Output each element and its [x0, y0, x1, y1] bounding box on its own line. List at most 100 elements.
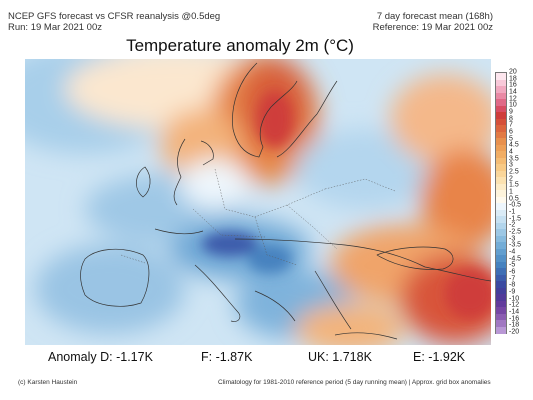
- colorbar-step: [496, 255, 506, 262]
- climatology-note: Climatology for 1981-2010 reference peri…: [218, 379, 491, 386]
- colorbar-step: [496, 229, 506, 236]
- colorbar-step: [496, 287, 506, 295]
- colorbar-tick-label: 6: [509, 128, 513, 136]
- colorbar-tick-label: 2: [509, 175, 513, 183]
- colorbar-step: [496, 268, 506, 275]
- copyright: (c) Karsten Haustein: [18, 379, 78, 386]
- colorbar-step: [496, 196, 506, 204]
- colorbar-tick-label: 5: [509, 135, 513, 143]
- coastlines: [80, 62, 491, 340]
- colorbar-step: [496, 274, 506, 282]
- colorbar-tick-label: -20: [509, 328, 520, 336]
- colorbar-step: [496, 144, 506, 152]
- colorbar-tick-label: 0.5: [509, 195, 519, 203]
- colorbar-tick-label: -4.5: [509, 255, 522, 263]
- colorbar-tick-label: 7: [509, 121, 513, 129]
- colorbar-tick-label: 3: [509, 161, 513, 169]
- colorbar-tick-label: 1.5: [509, 181, 519, 189]
- colorbar-step: [496, 86, 506, 93]
- colorbar-tick-label: -1: [509, 208, 516, 216]
- colorbar-tick-label: -8: [509, 281, 516, 289]
- colorbar-tick-label: 16: [509, 81, 517, 89]
- colorbar-tick-label: -5: [509, 261, 516, 269]
- colorbar-step: [496, 157, 506, 165]
- colorbar-tick-label: 9: [509, 108, 513, 116]
- colorbar-ticks: 20 18 16 14 12 10 9 8 7 6 5 4.5 4 3.5 3 2.5 2 1.5 1 0.5 -0.5…: [509, 68, 533, 336]
- colorbar-step: [496, 300, 506, 308]
- colorbar-tick-label: -0.5: [509, 201, 522, 209]
- colorbar-tick-label: 2.5: [509, 168, 519, 176]
- colorbar-step: [496, 209, 506, 217]
- colorbar-step: [496, 261, 506, 269]
- reference-label: Reference: 19 Mar 2021 00z: [372, 22, 493, 33]
- colorbar-tick-label: -12: [509, 301, 520, 309]
- anomaly-field: [25, 59, 491, 345]
- anomaly-domain: Anomaly D: -1.17K: [48, 350, 153, 364]
- colorbar-tick-label: 4: [509, 148, 513, 156]
- colorbar-step: [496, 222, 506, 230]
- colorbar-step: [496, 112, 506, 119]
- colorbar-tick-label: -14: [509, 308, 520, 316]
- colorbar-tick-label: 4.5: [509, 141, 519, 149]
- colorbar-step: [496, 73, 506, 80]
- anomaly-france: F: -1.87K: [201, 350, 253, 364]
- colorbar-step: [496, 242, 506, 249]
- colorbar-tick-label: -16: [509, 315, 520, 323]
- colorbar-tick-label: -3: [509, 235, 516, 243]
- borders: [120, 168, 396, 266]
- colorbar-step: [496, 151, 506, 158]
- anomaly-england: E: -1.92K: [413, 350, 466, 364]
- colorbar-tick-label: -4: [509, 248, 516, 256]
- colorbar-step: [496, 138, 506, 145]
- anomaly-uk: UK: 1.718K: [308, 350, 372, 364]
- model-description: NCEP GFS forecast vs CFSR reanalysis @0.…: [8, 11, 221, 22]
- colorbar-step: [496, 216, 506, 223]
- colorbar-step: [496, 320, 506, 327]
- colorbar-step: [496, 170, 506, 178]
- header-left: NCEP GFS forecast vs CFSR reanalysis @0.…: [8, 11, 220, 33]
- header-right: 7 day forecast mean (168h) Reference: 19…: [373, 11, 493, 33]
- colorbar-step: [496, 79, 506, 87]
- colorbar-step: [496, 125, 506, 132]
- colorbar-step: [496, 248, 506, 256]
- colorbar-tick-label: 18: [509, 75, 517, 83]
- colorbar-tick-label: -9: [509, 288, 516, 296]
- colorbar-tick-label: -3.5: [509, 241, 522, 249]
- map-title: Temperature anomaly 2m (°C): [126, 36, 354, 55]
- colorbar-tick-label: -7: [509, 275, 516, 283]
- colorbar-tick-label: -2: [509, 221, 516, 229]
- colorbar-tick-label: -18: [509, 321, 520, 329]
- anomaly-map-svg: [25, 59, 491, 345]
- anomaly-map: [25, 59, 491, 345]
- colorbar-tick-label: 1: [509, 188, 513, 196]
- colorbar: [495, 72, 507, 334]
- colorbar-step: [496, 294, 506, 301]
- colorbar-tick-label: 12: [509, 95, 517, 103]
- colorbar-step: [496, 99, 506, 106]
- run-label: Run: 19 Mar 2021 00z: [8, 22, 103, 33]
- colorbar-tick-label: 3.5: [509, 155, 519, 163]
- colorbar-step: [496, 118, 506, 126]
- forecast-period: 7 day forecast mean (168h): [376, 11, 493, 22]
- colorbar-step: [496, 190, 506, 197]
- colorbar-step: [496, 131, 506, 139]
- colorbar-step: [496, 183, 506, 191]
- colorbar-tick-label: 20: [509, 68, 517, 76]
- colorbar-tick-label: 10: [509, 101, 517, 109]
- colorbar-step: [496, 281, 506, 288]
- colorbar-step: [496, 307, 506, 314]
- colorbar-tick-label: -1.5: [509, 215, 522, 223]
- colorbar-tick-label: 14: [509, 88, 517, 96]
- colorbar-step: [496, 105, 506, 113]
- colorbar-step: [496, 203, 506, 210]
- colorbar-tick-label: -10: [509, 295, 520, 303]
- colorbar-tick-label: 8: [509, 115, 513, 123]
- colorbar-tick-label: -6: [509, 268, 516, 276]
- colorbar-step: [496, 235, 506, 243]
- colorbar-step: [496, 326, 506, 334]
- anomaly-cores: [202, 91, 491, 319]
- colorbar-step: [496, 92, 506, 100]
- colorbar-step: [496, 313, 506, 321]
- colorbar-step: [496, 164, 506, 171]
- colorbar-tick-label: -2.5: [509, 228, 522, 236]
